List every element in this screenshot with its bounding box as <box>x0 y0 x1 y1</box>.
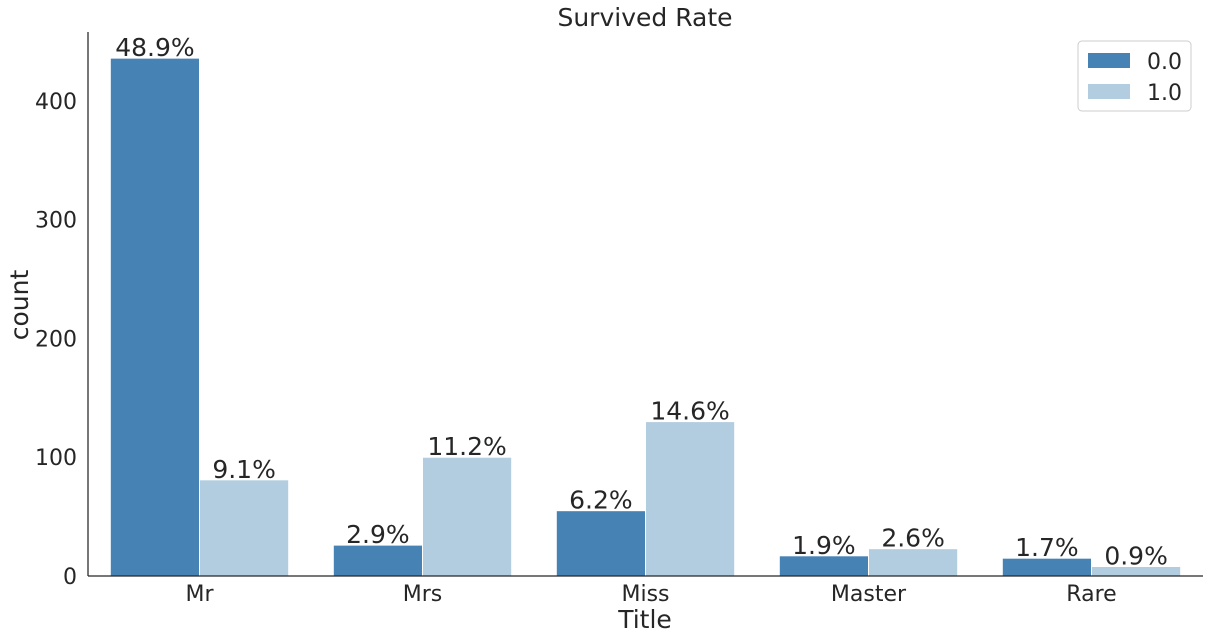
bar-value-label: 6.2% <box>569 486 633 515</box>
bar-mrs-0-0 <box>332 544 423 577</box>
x-tick-label: Mrs <box>403 582 443 607</box>
y-axis-label: count <box>5 270 34 341</box>
y-tick-label: 0 <box>63 565 77 590</box>
y-tick-label: 100 <box>35 446 77 471</box>
bar-value-label: 11.2% <box>427 432 506 461</box>
legend-swatch <box>1088 53 1130 68</box>
legend-swatch <box>1088 84 1130 99</box>
bar-miss-0-0 <box>555 510 646 577</box>
x-axis-label: Title <box>617 605 672 634</box>
bar-labels-group: 48.9% 2.9% 6.2% 1.9% 1.7% 9.1% 11.2% 14.6% 2.6% 0… <box>115 33 1168 570</box>
chart-title: Survived Rate <box>557 3 732 32</box>
bar-miss-1-0 <box>645 421 736 577</box>
bar-master-1-0 <box>868 548 959 577</box>
y-tick-label: 300 <box>35 209 77 234</box>
y-tick-label: 400 <box>35 90 77 115</box>
bar-value-label: 1.7% <box>1015 533 1079 562</box>
legend-entry-label: 1.0 <box>1147 81 1182 106</box>
bar-mrs-1-0 <box>422 456 513 577</box>
bar-value-label: 0.9% <box>1104 541 1168 570</box>
bar-value-label: 9.1% <box>212 455 276 484</box>
bars-group <box>109 57 1182 577</box>
ticks-group: Mr Mrs Miss Master Rare 0 100 200 300 400 <box>35 90 1117 607</box>
bar-value-label: 2.9% <box>346 520 410 549</box>
x-tick-label: Mr <box>185 582 214 607</box>
legend: 0.01.0 <box>1077 40 1192 112</box>
legend-entry-label: 0.0 <box>1147 50 1182 75</box>
x-tick-label: Miss <box>621 582 669 607</box>
bar-value-label: 2.6% <box>881 524 945 553</box>
bar-value-label: 14.6% <box>650 397 729 426</box>
y-tick-label: 200 <box>35 327 77 352</box>
bar-mr-1-0 <box>199 479 290 577</box>
bar-value-label: 48.9% <box>115 33 194 62</box>
x-tick-label: Master <box>831 582 907 607</box>
bar-value-label: 1.9% <box>792 531 856 560</box>
x-tick-label: Rare <box>1066 582 1116 607</box>
bar-mr-0-0 <box>109 57 200 577</box>
